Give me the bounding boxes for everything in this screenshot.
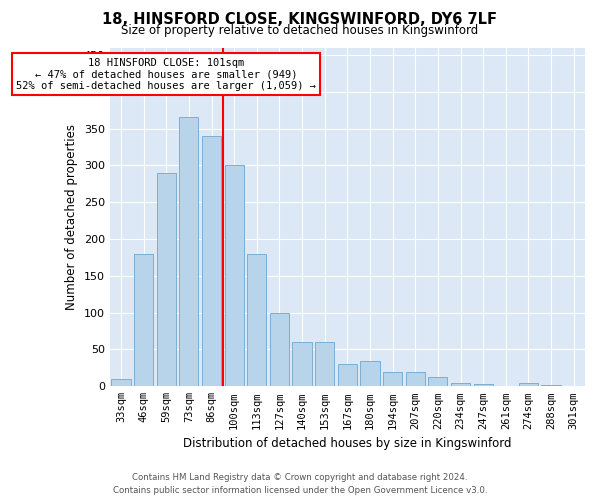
Bar xyxy=(157,172,176,386)
Text: Size of property relative to detached houses in Kingswinford: Size of property relative to detached ho… xyxy=(121,24,479,37)
Bar xyxy=(383,372,402,386)
Bar xyxy=(338,364,357,386)
Bar xyxy=(292,342,311,386)
X-axis label: Distribution of detached houses by size in Kingswinford: Distribution of detached houses by size … xyxy=(183,437,512,450)
Bar xyxy=(473,384,493,386)
Bar xyxy=(451,382,470,386)
Bar xyxy=(315,342,334,386)
Text: Contains HM Land Registry data © Crown copyright and database right 2024.
Contai: Contains HM Land Registry data © Crown c… xyxy=(113,474,487,495)
Bar xyxy=(428,378,448,386)
Y-axis label: Number of detached properties: Number of detached properties xyxy=(65,124,78,310)
Bar xyxy=(134,254,153,386)
Bar xyxy=(270,312,289,386)
Bar xyxy=(519,382,538,386)
Bar xyxy=(179,118,199,386)
Bar xyxy=(202,136,221,386)
Text: 18, HINSFORD CLOSE, KINGSWINFORD, DY6 7LF: 18, HINSFORD CLOSE, KINGSWINFORD, DY6 7L… xyxy=(103,12,497,28)
Bar xyxy=(112,379,131,386)
Bar xyxy=(247,254,266,386)
Bar xyxy=(541,385,560,386)
Text: 18 HINSFORD CLOSE: 101sqm
← 47% of detached houses are smaller (949)
52% of semi: 18 HINSFORD CLOSE: 101sqm ← 47% of detac… xyxy=(16,58,316,91)
Bar xyxy=(361,360,380,386)
Bar xyxy=(224,166,244,386)
Bar xyxy=(406,372,425,386)
